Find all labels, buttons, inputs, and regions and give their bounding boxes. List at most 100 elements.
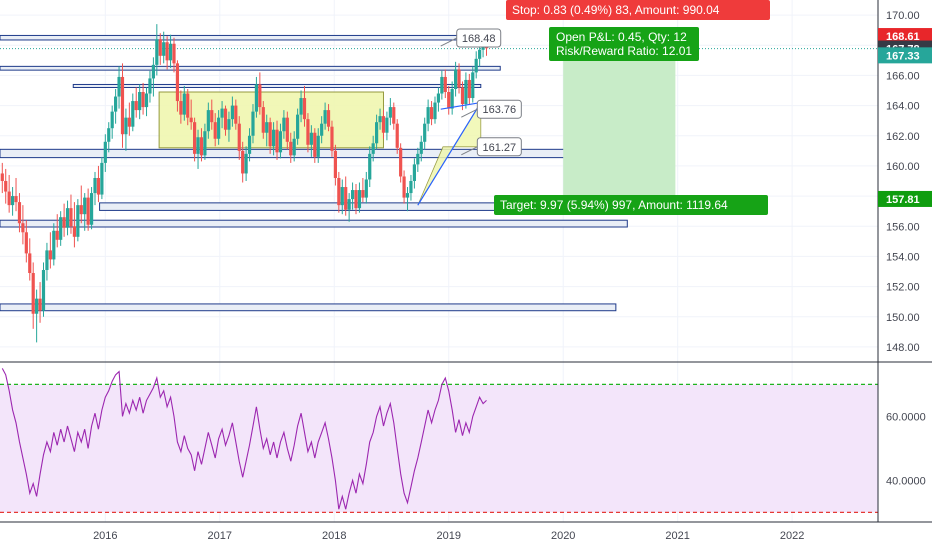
- candle-body: [151, 64, 155, 79]
- candle-body: [0, 173, 4, 181]
- candle-body: [127, 117, 131, 127]
- candle-body: [14, 196, 18, 203]
- candle-body: [89, 193, 94, 225]
- candle-body: [45, 250, 49, 270]
- candle-body: [179, 101, 183, 115]
- candle-body: [289, 141, 293, 156]
- candle-body: [199, 137, 204, 156]
- trend-line[interactable]: [417, 102, 482, 206]
- support-resistance-zone[interactable]: [0, 34, 498, 41]
- candle-body: [399, 147, 403, 177]
- trend-line[interactable]: [440, 101, 481, 110]
- candle-body: [323, 110, 327, 124]
- price-tick-label: 162.00: [886, 131, 920, 143]
- candle-body: [478, 49, 482, 59]
- candle-body: [155, 39, 159, 65]
- rsi-tick-label: 40.0000: [886, 475, 926, 487]
- candle-body: [131, 101, 135, 127]
- pnl-label-bg: [549, 27, 699, 61]
- candle-body: [41, 269, 46, 311]
- candle-body: [117, 76, 121, 97]
- candle-body: [138, 92, 142, 111]
- candle-body: [7, 191, 11, 206]
- target-zone[interactable]: [563, 48, 676, 199]
- candle-body: [423, 123, 427, 142]
- candle-body: [234, 105, 238, 124]
- rr-label: Risk/Reward Ratio: 12.01: [556, 44, 692, 58]
- price-badge-label: 168.61: [886, 31, 920, 43]
- price-callout-box[interactable]: [456, 28, 502, 48]
- candle-body: [364, 179, 368, 198]
- candle-body: [299, 98, 303, 115]
- candle-body: [251, 111, 255, 136]
- candle-body: [165, 42, 169, 61]
- candle-body: [247, 135, 252, 154]
- callout-leader: [440, 37, 457, 47]
- candle-body: [457, 69, 461, 88]
- candle-body: [320, 123, 324, 136]
- price-callout-box[interactable]: [476, 99, 522, 119]
- candle-body: [158, 39, 162, 56]
- price-tick-label: 160.00: [886, 161, 920, 173]
- candle-body: [237, 123, 241, 151]
- candle-body: [134, 101, 138, 111]
- candle-body: [313, 132, 317, 157]
- candle-body: [172, 43, 176, 64]
- price-callouts[interactable]: 168.48 163.76 161.27: [440, 28, 522, 157]
- stop-label: Stop: 0.83 (0.49%) 83, Amount: 990.04: [512, 3, 720, 17]
- support-resistance-zone[interactable]: [0, 65, 501, 71]
- candle-body: [120, 76, 125, 135]
- candle-body: [168, 43, 173, 61]
- callout-leader: [461, 108, 478, 118]
- support-resistance-zone[interactable]: [0, 303, 617, 312]
- rsi-indicator: [1, 368, 487, 510]
- candle-body: [230, 105, 234, 120]
- candle-body: [296, 114, 300, 139]
- candle-body: [148, 78, 152, 94]
- candle-body: [110, 111, 114, 129]
- support-resistance-zone[interactable]: [72, 83, 482, 88]
- candle-body: [4, 181, 8, 192]
- candle-body: [10, 196, 15, 206]
- price-callout-label: 163.76: [482, 104, 516, 116]
- candle-body: [217, 117, 221, 139]
- candle-body: [175, 63, 180, 102]
- candle-body: [309, 132, 313, 145]
- candle-body: [440, 76, 444, 94]
- candle-body: [65, 208, 70, 228]
- time-tick-label: 2021: [665, 530, 689, 542]
- candle-body: [254, 84, 259, 112]
- candle-body: [107, 128, 111, 142]
- candle-body: [278, 131, 283, 153]
- candle-body: [265, 122, 269, 133]
- position-labels: Stop: 0.83 (0.49%) 83, Amount: 990.04 Op…: [494, 0, 770, 215]
- candle-body: [69, 208, 73, 227]
- time-tick-label: 2020: [551, 530, 575, 542]
- price-callout-box[interactable]: [476, 137, 522, 157]
- candle-body: [206, 110, 210, 132]
- candle-body: [52, 230, 56, 260]
- time-tick-label: 2018: [322, 530, 346, 542]
- candle-body: [93, 177, 97, 194]
- candle-body: [453, 69, 458, 89]
- candle-body: [114, 96, 118, 112]
- price-tick-label: 152.00: [886, 282, 920, 294]
- candle-body: [38, 298, 42, 311]
- support-resistance-zone[interactable]: [0, 219, 628, 228]
- candle-body: [385, 117, 389, 133]
- candle-body: [268, 122, 272, 147]
- candle-body: [162, 42, 166, 56]
- candle-body: [471, 72, 475, 99]
- price-badge: [878, 47, 932, 64]
- candle-body: [426, 107, 430, 124]
- candle-body: [55, 230, 59, 240]
- price-callout-label: 168.48: [462, 33, 496, 45]
- candle-body: [189, 117, 193, 123]
- candle-body: [24, 232, 28, 254]
- candle-body: [419, 141, 423, 154]
- candle-body: [347, 199, 351, 210]
- time-tick-label: 2019: [436, 530, 460, 542]
- candle-body: [35, 298, 39, 314]
